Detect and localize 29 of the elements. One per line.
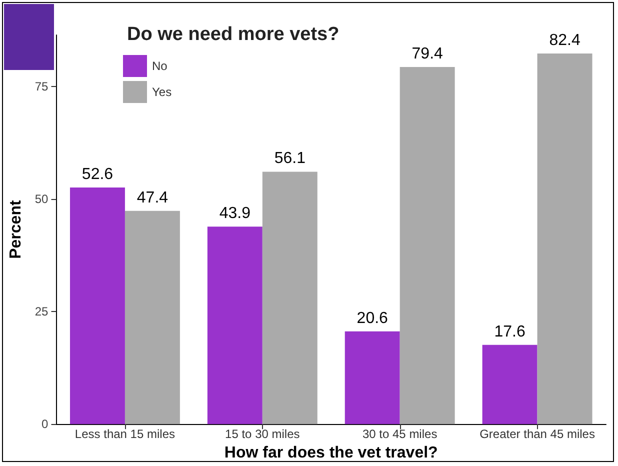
legend-label: Yes	[152, 85, 172, 99]
data-label: 47.4	[136, 189, 168, 206]
bar	[124, 210, 180, 424]
data-label: 52.6	[82, 166, 114, 183]
x-tick-label: 15 to 30 miles	[225, 427, 300, 442]
data-label: 43.9	[219, 205, 251, 222]
data-label: 82.4	[549, 32, 580, 49]
bar	[400, 66, 455, 424]
data-label: 56.1	[274, 150, 306, 168]
y-tick-label: 25	[34, 304, 49, 319]
y-tick-label: 0	[42, 417, 49, 432]
bar	[207, 226, 262, 424]
y-tick-label: 50	[34, 192, 49, 206]
data-label: 17.6	[494, 323, 526, 340]
bar	[537, 53, 592, 424]
legend-title: Do we need more vets?	[127, 24, 340, 45]
bar	[482, 344, 538, 424]
bar	[344, 331, 400, 424]
bar	[262, 172, 318, 424]
legend-label: No	[152, 59, 168, 73]
x-tick-label: 30 to 45 miles	[362, 427, 438, 442]
x-axis-title: How far does the vet travel?	[224, 444, 438, 462]
y-tick-label: 75	[34, 80, 49, 94]
bar	[70, 187, 125, 424]
data-label: 79.4	[412, 45, 443, 62]
data-label: 20.6	[356, 310, 388, 327]
x-tick-label: Greater than 45 miles	[480, 427, 595, 442]
y-axis-title: Percent	[8, 200, 24, 259]
x-tick-label: Less than 15 miles	[74, 427, 175, 442]
